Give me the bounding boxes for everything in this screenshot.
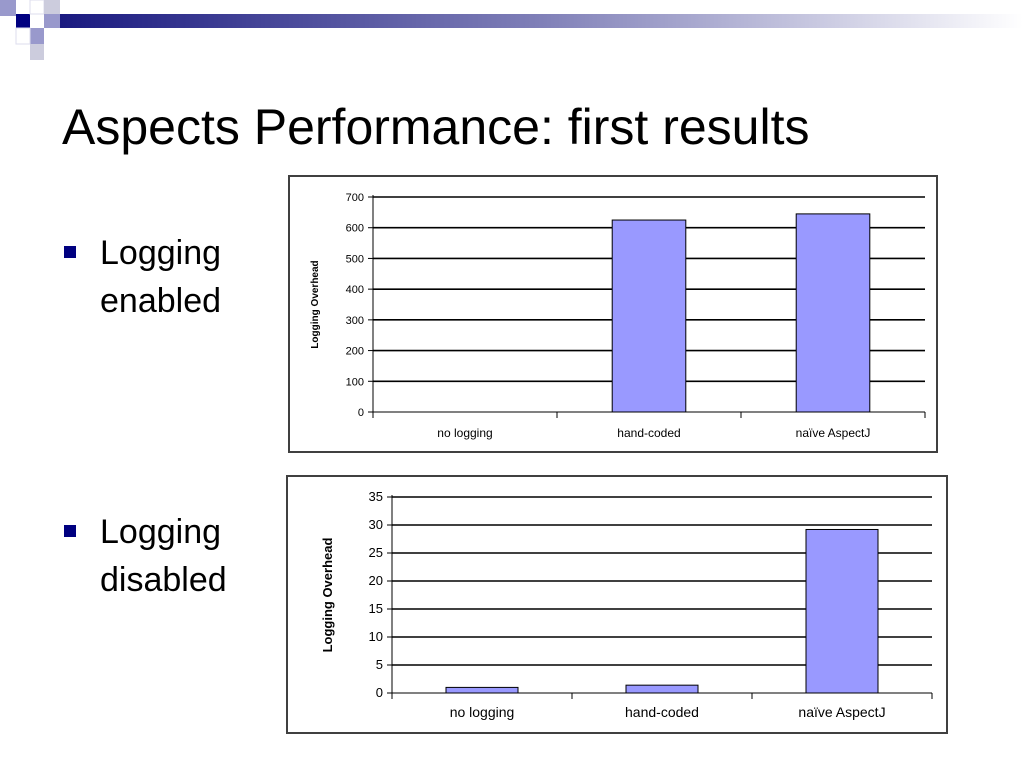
decor-square [30,44,44,60]
y-tick-label: 20 [369,573,383,588]
x-category-label: naïve AspectJ [796,426,871,440]
bullet-line: disabled [100,561,227,599]
bullet-line: Logging [100,513,222,551]
y-tick-label: 400 [346,284,364,296]
bar [445,686,519,694]
decor-square [0,0,16,16]
y-tick-label: 100 [346,376,364,388]
y-axis-label: Logging Overhead [320,538,335,653]
x-category-label: hand-coded [617,426,680,440]
y-tick-label: 10 [369,629,383,644]
decor-square [44,0,60,14]
decor-square [30,28,44,44]
bullet-line: Logging [100,234,222,272]
slide-title: Aspects Performance: first results [62,99,810,155]
y-tick-label: 30 [369,517,383,532]
y-tick-label: 15 [369,601,383,616]
y-axis-label: Logging Overhead [310,260,321,348]
y-tick-label: 35 [369,489,383,504]
chart-logging-disabled-svg: 0 5 10 15 20 25 30 35 no logging hand-coded naïve … [320,489,933,720]
bullet-text: Logging disabled [100,508,300,604]
decor-square [15,27,31,45]
bar [625,684,699,694]
y-tick-label: 500 [346,253,364,265]
y-tick-label: 600 [346,223,364,235]
bullet-text: Logging enabled [100,229,300,325]
decor-square [44,14,60,28]
x-category-label: naïve AspectJ [798,704,885,720]
x-category-label: no logging [437,426,492,440]
bar [795,213,871,413]
x-category-label: hand-coded [625,704,699,720]
chart-logging-disabled: 0 5 10 15 20 25 30 35 no logging hand-coded naïve … [286,475,948,734]
y-tick-label: 25 [369,545,383,560]
y-tick-label: 700 [346,192,364,204]
slide-decoration [0,0,1023,60]
bullet-square-icon [64,525,76,537]
bar [805,528,879,694]
bullet-square-icon [64,246,76,258]
y-tick-label: 0 [376,685,383,700]
y-tick-label: 5 [376,657,383,672]
decor-square [16,14,30,28]
y-tick-label: 200 [346,346,364,358]
chart-logging-enabled: 0 100 200 300 400 500 600 700 no logging hand-cod… [288,175,938,453]
decor-square [29,0,45,15]
bullet-line: enabled [100,282,222,320]
bar [611,219,687,413]
chart-logging-enabled-svg: 0 100 200 300 400 500 600 700 no logging hand-cod… [310,192,926,440]
top-gradient-bar [60,14,1023,28]
y-tick-label: 300 [346,315,364,327]
y-tick-label: 0 [358,407,364,419]
x-category-label: no logging [450,704,515,720]
